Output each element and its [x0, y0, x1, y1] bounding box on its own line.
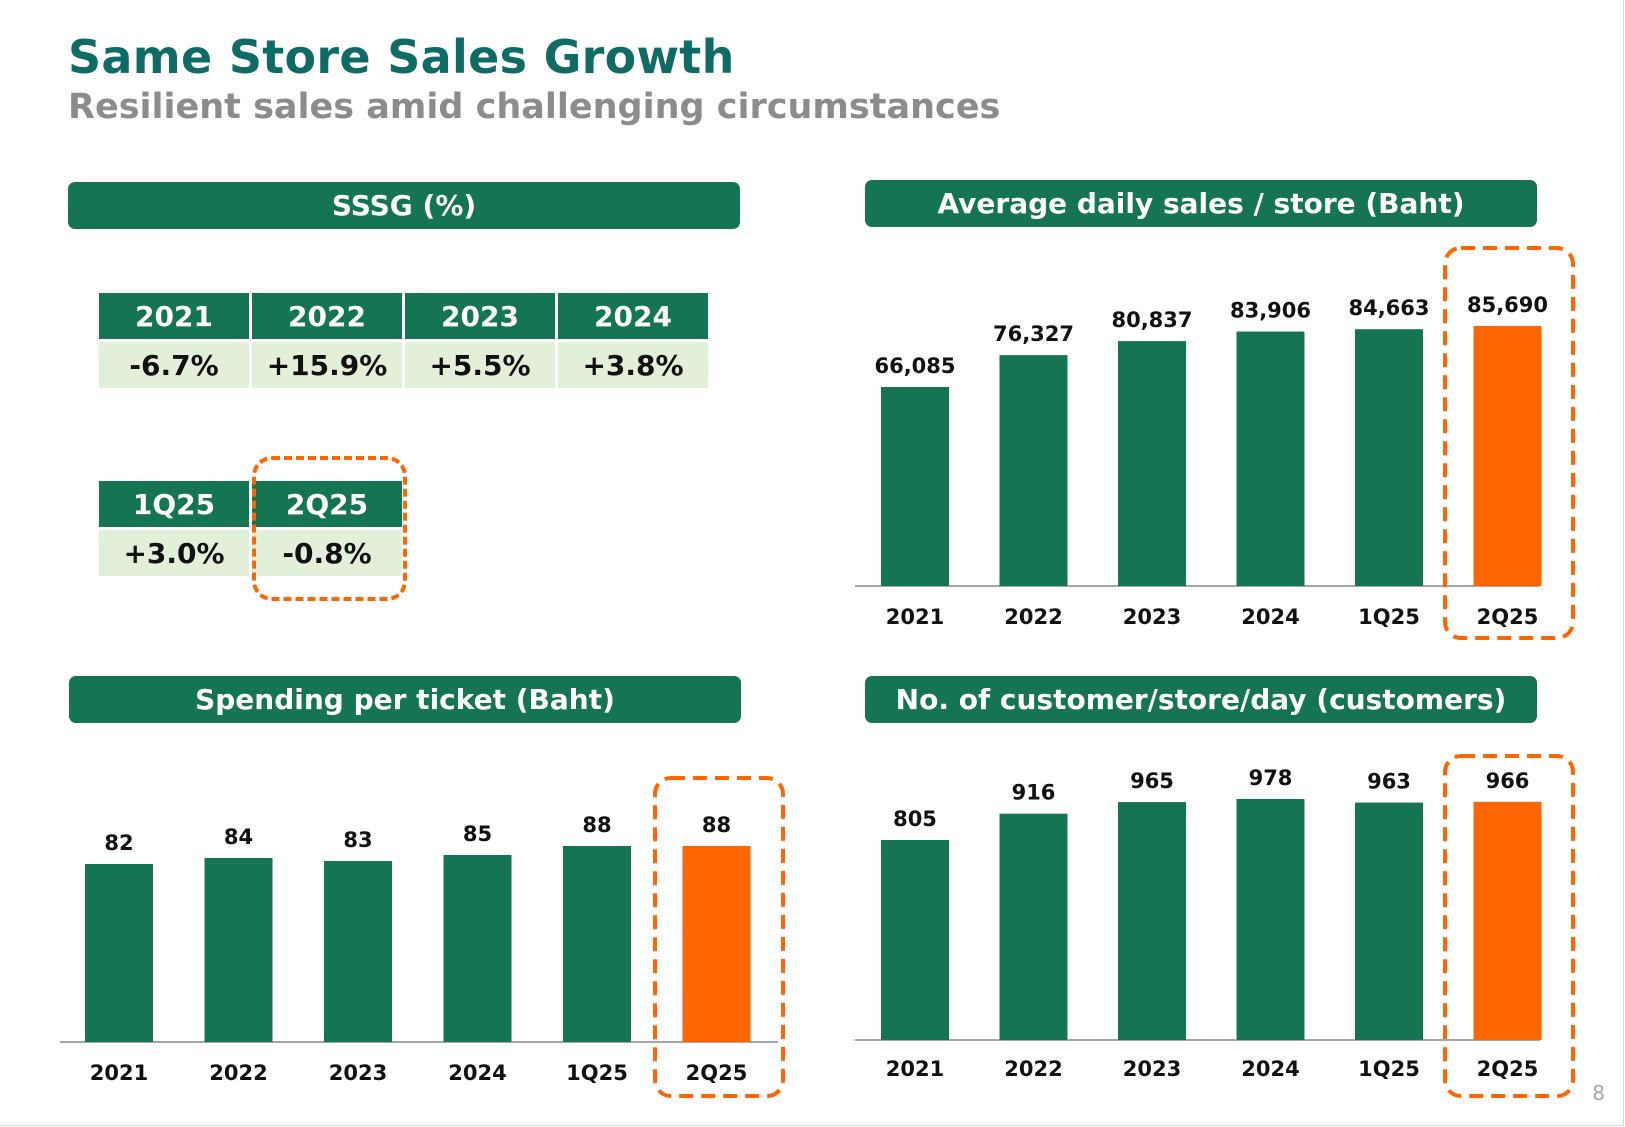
sssg-annual-value-cell: +5.5%: [403, 339, 558, 388]
category-label: 2022: [1004, 1057, 1062, 1081]
bar: [999, 355, 1068, 586]
category-label: 1Q25: [566, 1061, 628, 1085]
sssg-highlight-box: [252, 456, 407, 601]
page-title: Same Store Sales Growth: [68, 30, 735, 84]
category-label: 2022: [209, 1061, 267, 1085]
category-label: 2023: [1123, 1057, 1181, 1081]
data-label: 965: [1130, 769, 1174, 793]
data-label: 85,690: [1467, 293, 1548, 317]
avg-daily-sales-chart: 66,085 2021 76,327 2022 80,837 2023 83,906 2024…: [855, 246, 1575, 640]
category-label: 2021: [90, 1061, 148, 1085]
page-subtitle: Resilient sales amid challenging circums…: [68, 87, 1001, 127]
data-label: 916: [1012, 781, 1056, 805]
bar: [324, 861, 392, 1042]
sssg-quarterly-header-cell: 1Q25: [99, 481, 252, 529]
data-label: 83,906: [1230, 299, 1311, 323]
customers-per-store-header: No. of customer/store/day (customers): [865, 676, 1537, 723]
category-label: 1Q25: [1358, 605, 1420, 629]
bar: [881, 387, 949, 586]
bar: [881, 840, 949, 1040]
bar: [1118, 341, 1186, 586]
bar: [1355, 329, 1423, 586]
data-label: 88: [582, 813, 611, 837]
bar: [204, 858, 273, 1042]
sssg-annual-table: 2021 2022 2023 2024 -6.7% +15.9% +5.5% +…: [99, 293, 708, 388]
sssg-quarterly-table: 1Q25 2Q25 +3.0% -0.8%: [99, 481, 402, 576]
category-label: 2Q25: [1477, 1057, 1539, 1081]
bar: [1118, 802, 1186, 1040]
category-label: 2021: [886, 605, 944, 629]
highlight-dashed-box: [653, 776, 785, 1098]
data-label: 80,837: [1111, 308, 1192, 332]
bar: [443, 855, 512, 1042]
bar-highlight: [1473, 801, 1542, 1040]
highlight-dashed-box: [1443, 246, 1575, 640]
bar: [1355, 802, 1423, 1040]
category-label: 2024: [448, 1061, 506, 1085]
data-label: 805: [893, 807, 937, 831]
category-label: 2024: [1241, 605, 1299, 629]
sssg-annual-header-cell: 2024: [556, 293, 708, 341]
category-label: 2023: [329, 1061, 387, 1085]
data-label: 84,663: [1348, 296, 1429, 320]
spending-per-ticket-chart: 82 2021 84 2022 83 2023 85 2024 88 1Q25 88 2Q25: [60, 776, 785, 1098]
sssg-annual-value-cell: +3.8%: [556, 339, 708, 388]
category-label: 2021: [886, 1057, 944, 1081]
bar: [1236, 331, 1305, 586]
bar: [85, 864, 153, 1042]
sssg-panel-header: SSSG (%): [68, 182, 740, 229]
data-label: 978: [1249, 766, 1293, 790]
category-label: 2024: [1241, 1057, 1299, 1081]
bar-highlight: [682, 846, 751, 1042]
data-label: 88: [702, 813, 731, 837]
category-label: 2Q25: [686, 1061, 748, 1085]
sssg-annual-header-cell: 2021: [99, 293, 252, 341]
data-label: 963: [1367, 770, 1411, 794]
page-number: 8: [1592, 1081, 1605, 1105]
customers-per-store-chart: 805 2021 916 2022 965 2023 978 2024 963 1Q25 966 2Q…: [855, 754, 1575, 1098]
data-label: 84: [224, 825, 253, 849]
category-label: 2Q25: [1477, 605, 1539, 629]
category-label: 2022: [1004, 605, 1062, 629]
sssg-annual-header-cell: 2022: [250, 293, 405, 341]
data-label: 85: [463, 822, 492, 846]
category-label: 2023: [1123, 605, 1181, 629]
avg-daily-sales-header: Average daily sales / store (Baht): [865, 180, 1537, 227]
data-label: 966: [1486, 769, 1530, 793]
highlight-dashed-box: [1443, 754, 1575, 1098]
category-label: 1Q25: [1358, 1057, 1420, 1081]
bar-highlight: [1473, 326, 1542, 586]
bar: [1236, 799, 1305, 1040]
data-label: 83: [343, 828, 372, 852]
sssg-quarterly-value-cell: +3.0%: [99, 527, 252, 576]
data-label: 76,327: [993, 322, 1074, 346]
bar: [563, 846, 631, 1042]
sssg-annual-value-cell: -6.7%: [99, 339, 252, 388]
sssg-quarterly-value-cell: -0.8%: [250, 527, 402, 576]
data-label: 66,085: [874, 354, 955, 378]
sssg-quarterly-header-cell: 2Q25: [250, 481, 402, 529]
sssg-annual-header-cell: 2023: [403, 293, 558, 341]
bar: [999, 813, 1068, 1040]
data-label: 82: [104, 831, 133, 855]
spending-per-ticket-header: Spending per ticket (Baht): [69, 676, 741, 723]
sssg-annual-value-cell: +15.9%: [250, 339, 405, 388]
